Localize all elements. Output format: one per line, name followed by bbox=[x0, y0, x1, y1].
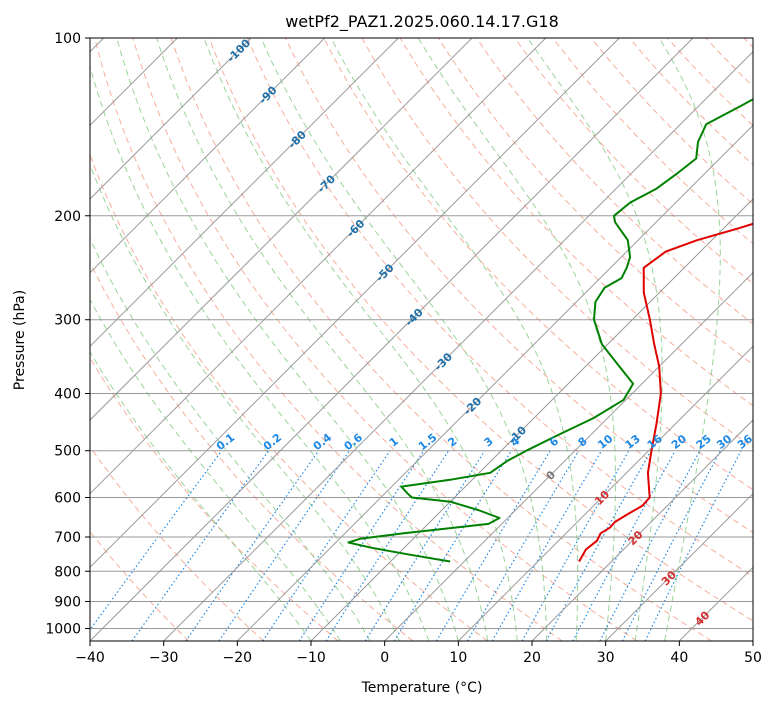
mixing-ratio-line bbox=[644, 450, 742, 641]
temperature-profile bbox=[578, 222, 753, 562]
dewpoint-profile bbox=[347, 98, 753, 563]
y-tick-label: 200 bbox=[54, 209, 81, 225]
isotherm bbox=[90, 38, 326, 274]
y-tick-label: 400 bbox=[54, 387, 81, 403]
x-tick-label: 30 bbox=[597, 650, 615, 666]
isotherm bbox=[90, 38, 547, 495]
x-tick-label: −10 bbox=[296, 650, 326, 666]
x-axis-label: Temperature (°C) bbox=[361, 680, 483, 696]
isotherm bbox=[236, 124, 753, 641]
isotherm bbox=[90, 38, 620, 569]
moist-adiabat bbox=[527, 38, 663, 641]
mixing-ratio-line bbox=[621, 450, 721, 641]
dry-adiabat bbox=[323, 38, 753, 491]
mixing-ratio-line bbox=[545, 450, 652, 641]
mixing-ratio-line bbox=[325, 450, 450, 641]
moist-adiabat bbox=[90, 163, 400, 641]
moist-adiabat bbox=[658, 38, 721, 641]
mixing-ratio-line bbox=[364, 450, 486, 641]
dry-adiabat bbox=[476, 38, 753, 325]
dry-adiabat bbox=[94, 38, 563, 641]
y-axis-label: Pressure (hPa) bbox=[12, 290, 28, 390]
mixing-ratio-label: 36 bbox=[735, 432, 755, 452]
axis-ticks: −40 −30 −20 −10 0 10 20 30 40 50 100 200 300 400 500 60… bbox=[45, 31, 762, 666]
mixing-ratio-line bbox=[262, 450, 391, 641]
dry-adiabat bbox=[361, 38, 753, 449]
isotherm bbox=[90, 38, 473, 421]
isotherm bbox=[90, 38, 252, 200]
mixing-ratio-line bbox=[298, 450, 425, 641]
mixing-ratio-line bbox=[185, 450, 320, 641]
y-tick-label: 700 bbox=[54, 530, 81, 546]
moist-adiabat bbox=[116, 38, 459, 641]
chart-title: wetPf2_PAZ1.2025.060.14.17.G18 bbox=[285, 12, 559, 32]
isotherm bbox=[90, 38, 399, 348]
x-tick-label: −30 bbox=[149, 650, 179, 666]
isotherm bbox=[310, 198, 753, 641]
y-tick-label: 1000 bbox=[45, 621, 81, 637]
plot-frame bbox=[89, 37, 754, 642]
mixing-ratio-line bbox=[393, 450, 512, 641]
moist-adiabat bbox=[90, 237, 371, 641]
isotherm bbox=[605, 492, 753, 641]
x-tick-label: −20 bbox=[223, 650, 253, 666]
y-tick-label: 800 bbox=[54, 564, 81, 580]
moist-adiabat bbox=[417, 38, 616, 641]
moist-adiabat bbox=[203, 38, 518, 641]
y-tick-label: 600 bbox=[54, 490, 81, 506]
x-tick-label: 0 bbox=[380, 650, 389, 666]
dry-adiabat bbox=[208, 38, 753, 622]
mixing-ratio-line bbox=[90, 450, 223, 631]
dry-adiabat bbox=[90, 445, 264, 641]
isotherm bbox=[531, 419, 753, 641]
y-tick-label: 300 bbox=[54, 313, 81, 329]
dry-adiabat bbox=[628, 38, 753, 166]
x-tick-label: 20 bbox=[523, 650, 541, 666]
y-tick-label: 900 bbox=[54, 594, 81, 610]
x-tick-label: 10 bbox=[449, 650, 467, 666]
dry-adiabat bbox=[90, 261, 414, 641]
mixing-ratio-line bbox=[218, 450, 350, 641]
dry-adiabat bbox=[399, 38, 753, 407]
x-tick-label: 40 bbox=[670, 650, 688, 666]
y-tick-label: 100 bbox=[54, 31, 81, 47]
plot-area bbox=[90, 38, 753, 641]
x-tick-label: 50 bbox=[744, 650, 762, 666]
mixing-ratio-line bbox=[521, 450, 630, 641]
isotherm bbox=[384, 271, 753, 641]
dry-adiabat bbox=[170, 38, 712, 641]
y-tick-label: 500 bbox=[54, 444, 81, 460]
moist-adiabat bbox=[90, 64, 430, 641]
moist-adiabat bbox=[330, 38, 579, 641]
dry-adiabat bbox=[590, 38, 753, 205]
isotherm bbox=[457, 345, 753, 641]
moist-adiabat bbox=[260, 38, 548, 641]
moist-adiabat bbox=[156, 38, 489, 641]
isotherm bbox=[163, 50, 753, 641]
isotherm bbox=[90, 38, 694, 641]
x-tick-label: −40 bbox=[75, 650, 105, 666]
dry-adiabat bbox=[514, 38, 753, 285]
dry-adiabat bbox=[132, 38, 638, 641]
